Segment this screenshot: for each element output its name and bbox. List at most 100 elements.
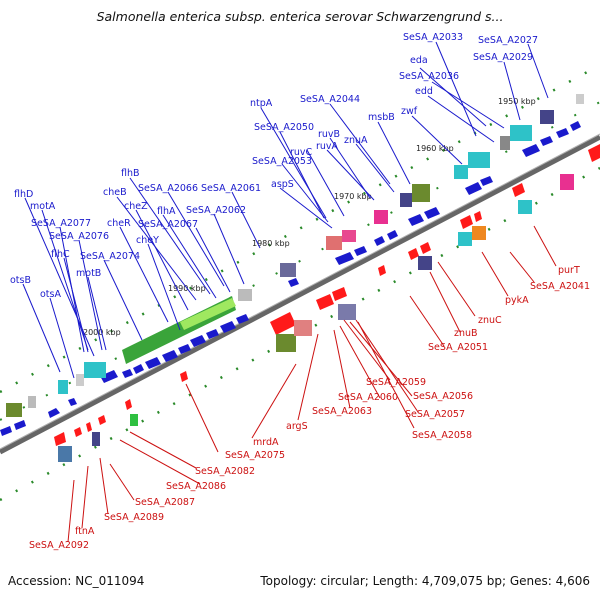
- gene-arrow[interactable]: [465, 182, 482, 195]
- gene-label[interactable]: znuA: [344, 135, 368, 146]
- gene-arrow[interactable]: [460, 215, 473, 229]
- gene-label[interactable]: eda: [410, 55, 428, 66]
- gene-arrow[interactable]: [86, 422, 92, 432]
- gene-arrow[interactable]: [133, 364, 144, 374]
- gene-label[interactable]: SeSA_A2053: [252, 156, 312, 167]
- gene-arrow[interactable]: [100, 370, 118, 383]
- gene-label[interactable]: SeSA_A2082: [195, 466, 255, 477]
- gene-label[interactable]: argS: [286, 421, 308, 432]
- feature-block-rrna[interactable]: [180, 298, 236, 330]
- feature-block[interactable]: [342, 230, 356, 242]
- gene-arrow[interactable]: [74, 427, 82, 437]
- gene-arrow[interactable]: [378, 265, 386, 276]
- gene-label[interactable]: cheB: [103, 187, 127, 198]
- gene-label[interactable]: purT: [558, 265, 580, 276]
- gene-arrow[interactable]: [14, 420, 26, 430]
- feature-block[interactable]: [400, 193, 412, 207]
- gene-label[interactable]: SeSA_A2075: [225, 450, 285, 461]
- gene-label[interactable]: aspS: [271, 179, 294, 190]
- feature-block[interactable]: [294, 320, 312, 336]
- feature-block[interactable]: [238, 289, 252, 301]
- gene-label[interactable]: SeSA_A2074: [80, 251, 140, 262]
- feature-block[interactable]: [518, 200, 532, 214]
- gene-label[interactable]: otsA: [40, 289, 61, 300]
- feature-block[interactable]: [412, 184, 430, 202]
- gene-label[interactable]: flhB: [121, 168, 140, 179]
- feature-block[interactable]: [6, 403, 22, 417]
- feature-block[interactable]: [76, 374, 84, 386]
- gene-label[interactable]: SeSA_A2060: [338, 392, 398, 403]
- gene-label[interactable]: SeSA_A2087: [135, 497, 195, 508]
- feature-block[interactable]: [28, 396, 36, 408]
- gene-arrow[interactable]: [220, 321, 236, 333]
- gene-label[interactable]: SeSA_A2041: [530, 281, 590, 292]
- gene-arrow[interactable]: [424, 207, 440, 219]
- gene-label[interactable]: msbB: [368, 112, 395, 123]
- feature-block[interactable]: [280, 263, 296, 277]
- gene-arrow[interactable]: [190, 335, 206, 347]
- gene-label[interactable]: SeSA_A2059: [366, 377, 426, 388]
- gene-label[interactable]: pykA: [505, 295, 529, 306]
- gene-label[interactable]: SeSA_A2092: [29, 540, 89, 551]
- feature-block[interactable]: [326, 236, 342, 250]
- gene-label[interactable]: motB: [76, 268, 101, 279]
- gene-arrow[interactable]: [54, 432, 66, 446]
- feature-block[interactable]: [454, 165, 468, 179]
- gene-label[interactable]: motA: [30, 201, 56, 212]
- feature-block[interactable]: [540, 110, 554, 124]
- gene-label[interactable]: SeSA_A2027: [478, 35, 538, 46]
- feature-block[interactable]: [468, 152, 490, 168]
- gene-arrow[interactable]: [206, 329, 219, 339]
- gene-label[interactable]: zwf: [401, 106, 418, 117]
- gene-arrow[interactable]: [387, 230, 398, 240]
- gene-arrow[interactable]: [420, 242, 431, 254]
- feature-block[interactable]: [276, 334, 296, 352]
- gene-arrow[interactable]: [316, 294, 334, 310]
- gene-label[interactable]: SeSA_A2077: [31, 218, 91, 229]
- gene-arrow[interactable]: [570, 121, 581, 131]
- gene-label[interactable]: flhC: [51, 249, 70, 260]
- gene-arrow[interactable]: [178, 344, 191, 354]
- feature-block[interactable]: [510, 125, 532, 141]
- gene-arrow[interactable]: [540, 136, 553, 146]
- gene-arrow[interactable]: [122, 369, 133, 378]
- feature-block[interactable]: [560, 174, 574, 190]
- gene-label[interactable]: SeSA_A2051: [428, 342, 488, 353]
- gene-arrow[interactable]: [48, 408, 60, 418]
- feature-block[interactable]: [418, 256, 432, 270]
- gene-label[interactable]: znuC: [478, 315, 502, 326]
- gene-label[interactable]: SeSA_A2058: [412, 430, 472, 441]
- gene-label[interactable]: edd: [415, 86, 433, 97]
- gene-label[interactable]: cheZ: [124, 201, 148, 212]
- gene-label[interactable]: ruvC: [290, 147, 313, 158]
- feature-block[interactable]: [58, 446, 72, 462]
- gene-label[interactable]: SeSA_A2086: [166, 481, 226, 492]
- gene-arrow[interactable]: [236, 314, 249, 324]
- gene-arrow[interactable]: [270, 312, 296, 335]
- gene-label[interactable]: otsB: [10, 275, 31, 286]
- feature-block[interactable]: [472, 226, 486, 240]
- gene-arrow[interactable]: [556, 128, 569, 138]
- feature-block[interactable]: [58, 380, 68, 394]
- feature-block[interactable]: [92, 432, 100, 446]
- gene-arrow[interactable]: [288, 278, 299, 287]
- gene-label[interactable]: ruvB: [318, 129, 340, 140]
- gene-arrow[interactable]: [162, 350, 178, 362]
- gene-label[interactable]: ntpA: [250, 98, 273, 109]
- gene-arrow[interactable]: [512, 183, 525, 197]
- gene-label[interactable]: mrdA: [253, 437, 279, 448]
- feature-block[interactable]: [458, 232, 472, 246]
- gene-label[interactable]: ruvA: [316, 141, 339, 152]
- gene-arrow[interactable]: [408, 248, 419, 260]
- feature-block[interactable]: [500, 136, 510, 150]
- gene-label[interactable]: SeSA_A2050: [254, 122, 314, 133]
- feature-block[interactable]: [338, 304, 356, 320]
- feature-block[interactable]: [576, 94, 584, 104]
- gene-label[interactable]: SeSA_A2033: [403, 32, 463, 43]
- feature-block[interactable]: [374, 210, 388, 224]
- gene-label[interactable]: SeSA_A2036: [399, 71, 459, 82]
- gene-label[interactable]: SeSA_A2067: [138, 219, 198, 230]
- gene-arrow[interactable]: [474, 211, 482, 222]
- gene-label[interactable]: SeSA_A2044: [300, 94, 360, 105]
- gene-label[interactable]: SeSA_A2066: [138, 183, 198, 194]
